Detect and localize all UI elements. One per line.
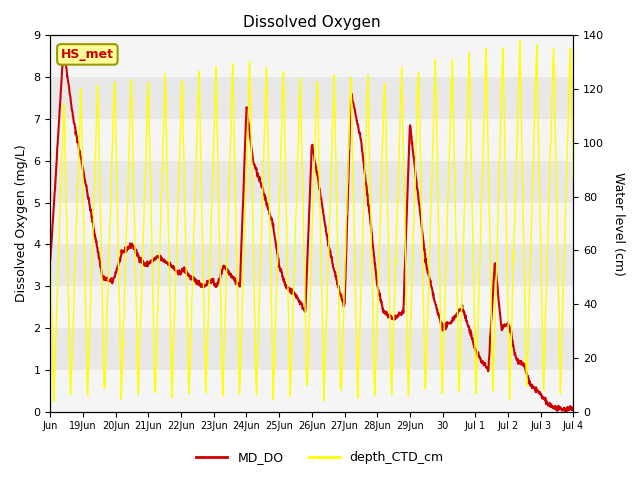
Bar xyxy=(51,203,573,244)
Legend: MD_DO, depth_CTD_cm: MD_DO, depth_CTD_cm xyxy=(191,446,449,469)
Bar xyxy=(51,119,573,161)
Bar xyxy=(51,286,573,328)
Text: HS_met: HS_met xyxy=(61,48,114,61)
Bar xyxy=(51,370,573,412)
Bar xyxy=(51,36,573,77)
Title: Dissolved Oxygen: Dissolved Oxygen xyxy=(243,15,381,30)
Y-axis label: Water level (cm): Water level (cm) xyxy=(612,171,625,276)
Y-axis label: Dissolved Oxygen (mg/L): Dissolved Oxygen (mg/L) xyxy=(15,144,28,302)
